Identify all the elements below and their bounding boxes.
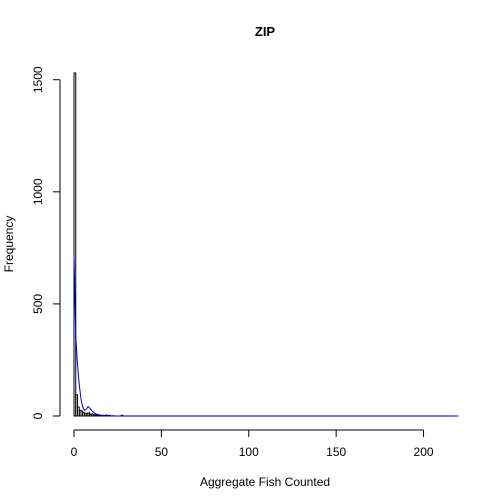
- y-axis-label: Frequency: [2, 216, 16, 273]
- x-tick-label-3: 150: [326, 445, 346, 459]
- histogram-bars: [73, 72, 124, 417]
- y-tick-label-0: 0: [31, 412, 45, 419]
- x-tick-label-2: 100: [239, 445, 259, 459]
- fitted-density-curve: [73, 254, 459, 417]
- x-axis: 0 50 100 150 200: [71, 429, 434, 459]
- x-tick-label-4: 200: [414, 445, 434, 459]
- y-tick-label-3: 1500: [31, 66, 45, 93]
- x-tick-label-0: 0: [71, 445, 78, 459]
- y-axis: 0 500 1000 1500: [31, 66, 61, 419]
- fitted-curve-line: [73, 254, 459, 417]
- chart-title: ZIP: [255, 24, 276, 39]
- histogram-bar-0: [73, 72, 77, 417]
- x-tick-label-1: 50: [155, 445, 169, 459]
- x-axis-label: Aggregate Fish Counted: [200, 475, 330, 489]
- y-tick-label-2: 1000: [31, 178, 45, 205]
- y-tick-label-1: 500: [31, 294, 45, 314]
- histogram-bar-1: [75, 394, 78, 417]
